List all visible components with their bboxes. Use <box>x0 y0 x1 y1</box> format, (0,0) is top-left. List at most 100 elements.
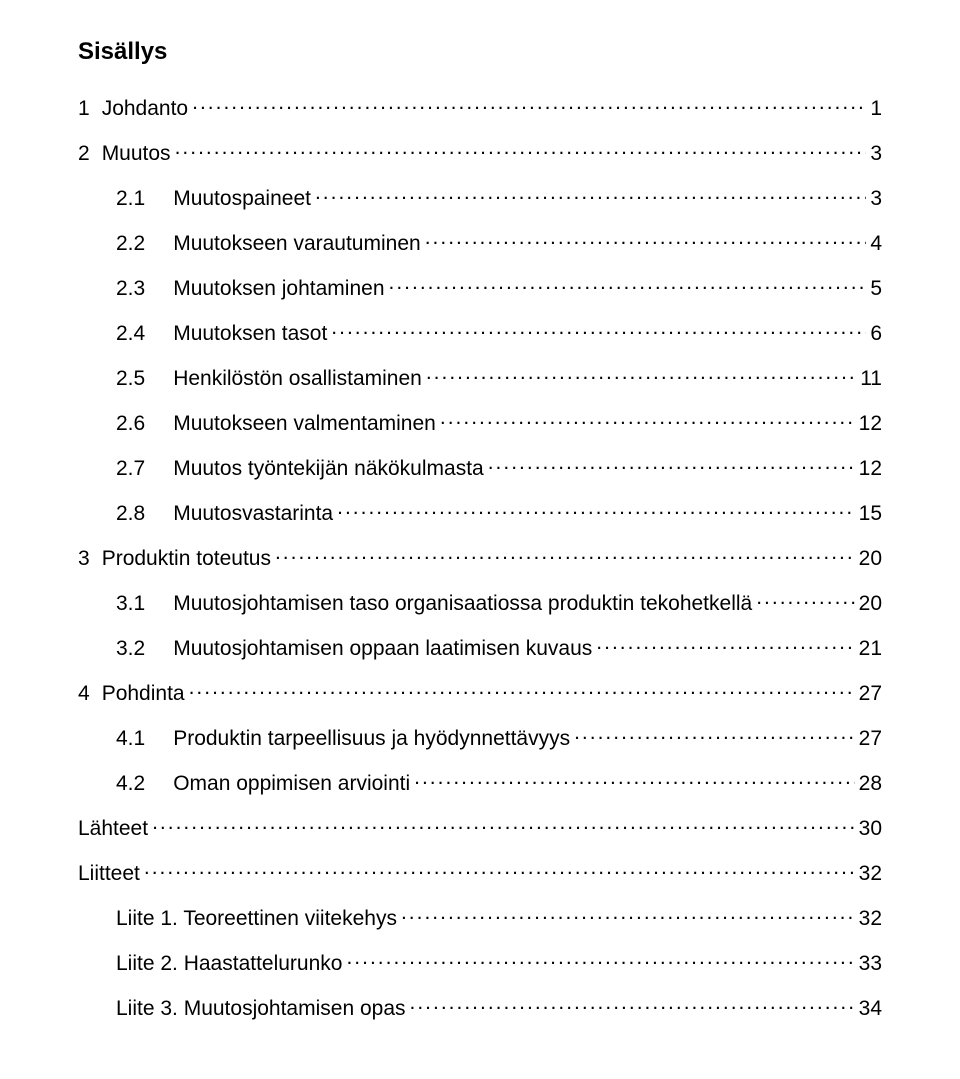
toc-entry-text: Henkilöstön osallistaminen <box>173 367 422 391</box>
toc-entry-number: 3 <box>78 547 90 571</box>
toc-entry-number: 2.2 <box>116 232 145 256</box>
toc-entry-text: Muutokseen varautuminen <box>173 232 420 256</box>
toc-entry-page: 32 <box>859 862 882 886</box>
toc-entry-text: Johdanto <box>102 97 188 121</box>
toc-entry-number: 2.5 <box>116 367 145 391</box>
toc-entry: 2.3 Muutoksen johtaminen 5 <box>78 274 882 301</box>
toc-entry-page: 30 <box>859 817 882 841</box>
toc-entry-text: Liite 3. Muutosjohtamisen opas <box>116 997 406 1021</box>
toc-entry-number: 3.2 <box>116 637 145 661</box>
toc-leader-dots <box>401 904 855 925</box>
toc-entry-page: 1 <box>870 97 882 121</box>
toc-leader-dots <box>389 274 867 295</box>
toc-entry-page: 27 <box>859 727 882 751</box>
toc-entry: 2.4 Muutoksen tasot 6 <box>78 319 882 346</box>
toc-entry-number: 2.8 <box>116 502 145 526</box>
toc-entry-number: 3.1 <box>116 592 145 616</box>
toc-entry-text: Muutosjohtamisen oppaan laatimisen kuvau… <box>173 637 592 661</box>
toc-entry-page: 20 <box>859 547 882 571</box>
toc-entry-text: Liite 1. Teoreettinen viitekehys <box>116 907 397 931</box>
toc-entry: Liite 3. Muutosjohtamisen opas 34 <box>78 994 882 1021</box>
toc-entry-page: 28 <box>859 772 882 796</box>
toc-entry: Liite 2. Haastattelurunko 33 <box>78 949 882 976</box>
toc-entry-text: Liitteet <box>78 862 140 886</box>
toc-entry: 3 Produktin toteutus 20 <box>78 544 882 571</box>
toc-entry-text: Lähteet <box>78 817 148 841</box>
toc-entry-number: 4.1 <box>116 727 145 751</box>
toc-leader-dots <box>596 634 854 655</box>
toc-entry: 2.7Muutos työntekijän näkökulmasta12 <box>78 454 882 481</box>
toc-leader-dots <box>192 94 866 115</box>
toc-entry: 2.8 Muutosvastarinta 15 <box>78 499 882 526</box>
toc-leader-dots <box>189 679 855 700</box>
toc-entry-page: 3 <box>870 142 882 166</box>
toc-entry: 2.5 Henkilöstön osallistaminen 11 <box>78 364 882 391</box>
toc-entry: 2.2 Muutokseen varautuminen 4 <box>78 229 882 256</box>
toc-entry-number: 2.4 <box>116 322 145 346</box>
toc-leader-dots <box>440 409 855 430</box>
toc-entry-page: 21 <box>859 637 882 661</box>
toc-leader-dots <box>414 769 855 790</box>
toc-entry-text: Muutoksen johtaminen <box>173 277 384 301</box>
toc-entry: 4 Pohdinta 27 <box>78 679 882 706</box>
toc-entry: Liite 1. Teoreettinen viitekehys 32 <box>78 904 882 931</box>
toc-entry-number: 1 <box>78 97 90 121</box>
toc-entry-text: Liite 2. Haastattelurunko <box>116 952 342 976</box>
toc-entry-number: 2.1 <box>116 187 145 211</box>
toc-leader-dots <box>410 994 855 1015</box>
toc-entry-page: 12 <box>859 457 882 481</box>
toc-entry-page: 11 <box>860 367 882 391</box>
toc-entry: 1 Johdanto 1 <box>78 94 882 121</box>
toc-entry: 3.2 Muutosjohtamisen oppaan laatimisen ku… <box>78 634 882 661</box>
toc-entry-page: 12 <box>859 412 882 436</box>
toc-leader-dots <box>315 184 866 205</box>
toc-entry-text: Produktin tarpeellisuus ja hyödynnettävy… <box>173 727 570 751</box>
toc-leader-dots <box>756 589 854 610</box>
toc-entry-page: 20 <box>859 592 882 616</box>
toc-entry-text: Pohdinta <box>102 682 185 706</box>
toc-leader-dots <box>488 454 855 475</box>
toc-leader-dots <box>152 814 855 835</box>
toc-leader-dots <box>337 499 855 520</box>
toc-page: Sisällys 1Johdanto12Muutos32.1Muutospain… <box>0 0 960 1079</box>
toc-entry-page: 4 <box>870 232 882 256</box>
toc-title: Sisällys <box>78 38 882 66</box>
toc-leader-dots <box>175 139 867 160</box>
toc-entry-text: Muutos työntekijän näkökulmasta <box>173 457 484 481</box>
toc-entry-number: 2 <box>78 142 90 166</box>
toc-entry-page: 27 <box>859 682 882 706</box>
toc-entry-page: 15 <box>859 502 882 526</box>
toc-entry-text: Muutos <box>102 142 171 166</box>
toc-entry: Liitteet 32 <box>78 859 882 886</box>
toc-entry-text: Produktin toteutus <box>102 547 271 571</box>
toc-entry-text: Muutosvastarinta <box>173 502 333 526</box>
toc-leader-dots <box>144 859 855 880</box>
toc-entry: 2.6 Muutokseen valmentaminen 12 <box>78 409 882 436</box>
toc-entry-page: 3 <box>870 187 882 211</box>
toc-leader-dots <box>331 319 866 340</box>
toc-entry-number: 2.3 <box>116 277 145 301</box>
toc-entry-number: 2.6 <box>116 412 145 436</box>
toc-entry-page: 33 <box>859 952 882 976</box>
toc-leader-dots <box>426 364 856 385</box>
toc-entry-text: Oman oppimisen arviointi <box>173 772 410 796</box>
toc-leader-dots <box>275 544 855 565</box>
toc-leader-dots <box>425 229 867 250</box>
toc-leader-dots <box>574 724 855 745</box>
toc-entry-page: 32 <box>859 907 882 931</box>
toc-entry-text: Muutokseen valmentaminen <box>173 412 436 436</box>
toc-leader-dots <box>346 949 854 970</box>
toc-entry-text: Muutoksen tasot <box>173 322 327 346</box>
toc-entry: 2.1 Muutospaineet 3 <box>78 184 882 211</box>
toc-entry-page: 6 <box>870 322 882 346</box>
toc-entry-page: 34 <box>859 997 882 1021</box>
toc-entry: Lähteet 30 <box>78 814 882 841</box>
toc-entry: 4.2 Oman oppimisen arviointi 28 <box>78 769 882 796</box>
toc-entry: 4.1 Produktin tarpeellisuus ja hyödynnett… <box>78 724 882 751</box>
toc-entry-text: Muutospaineet <box>173 187 311 211</box>
toc-entry: 2 Muutos 3 <box>78 139 882 166</box>
toc-entry-page: 5 <box>870 277 882 301</box>
toc-entry-number: 4.2 <box>116 772 145 796</box>
toc-entry-number: 4 <box>78 682 90 706</box>
toc-entry: 3.1Muutosjohtamisen taso organisaatiossa… <box>78 589 882 616</box>
